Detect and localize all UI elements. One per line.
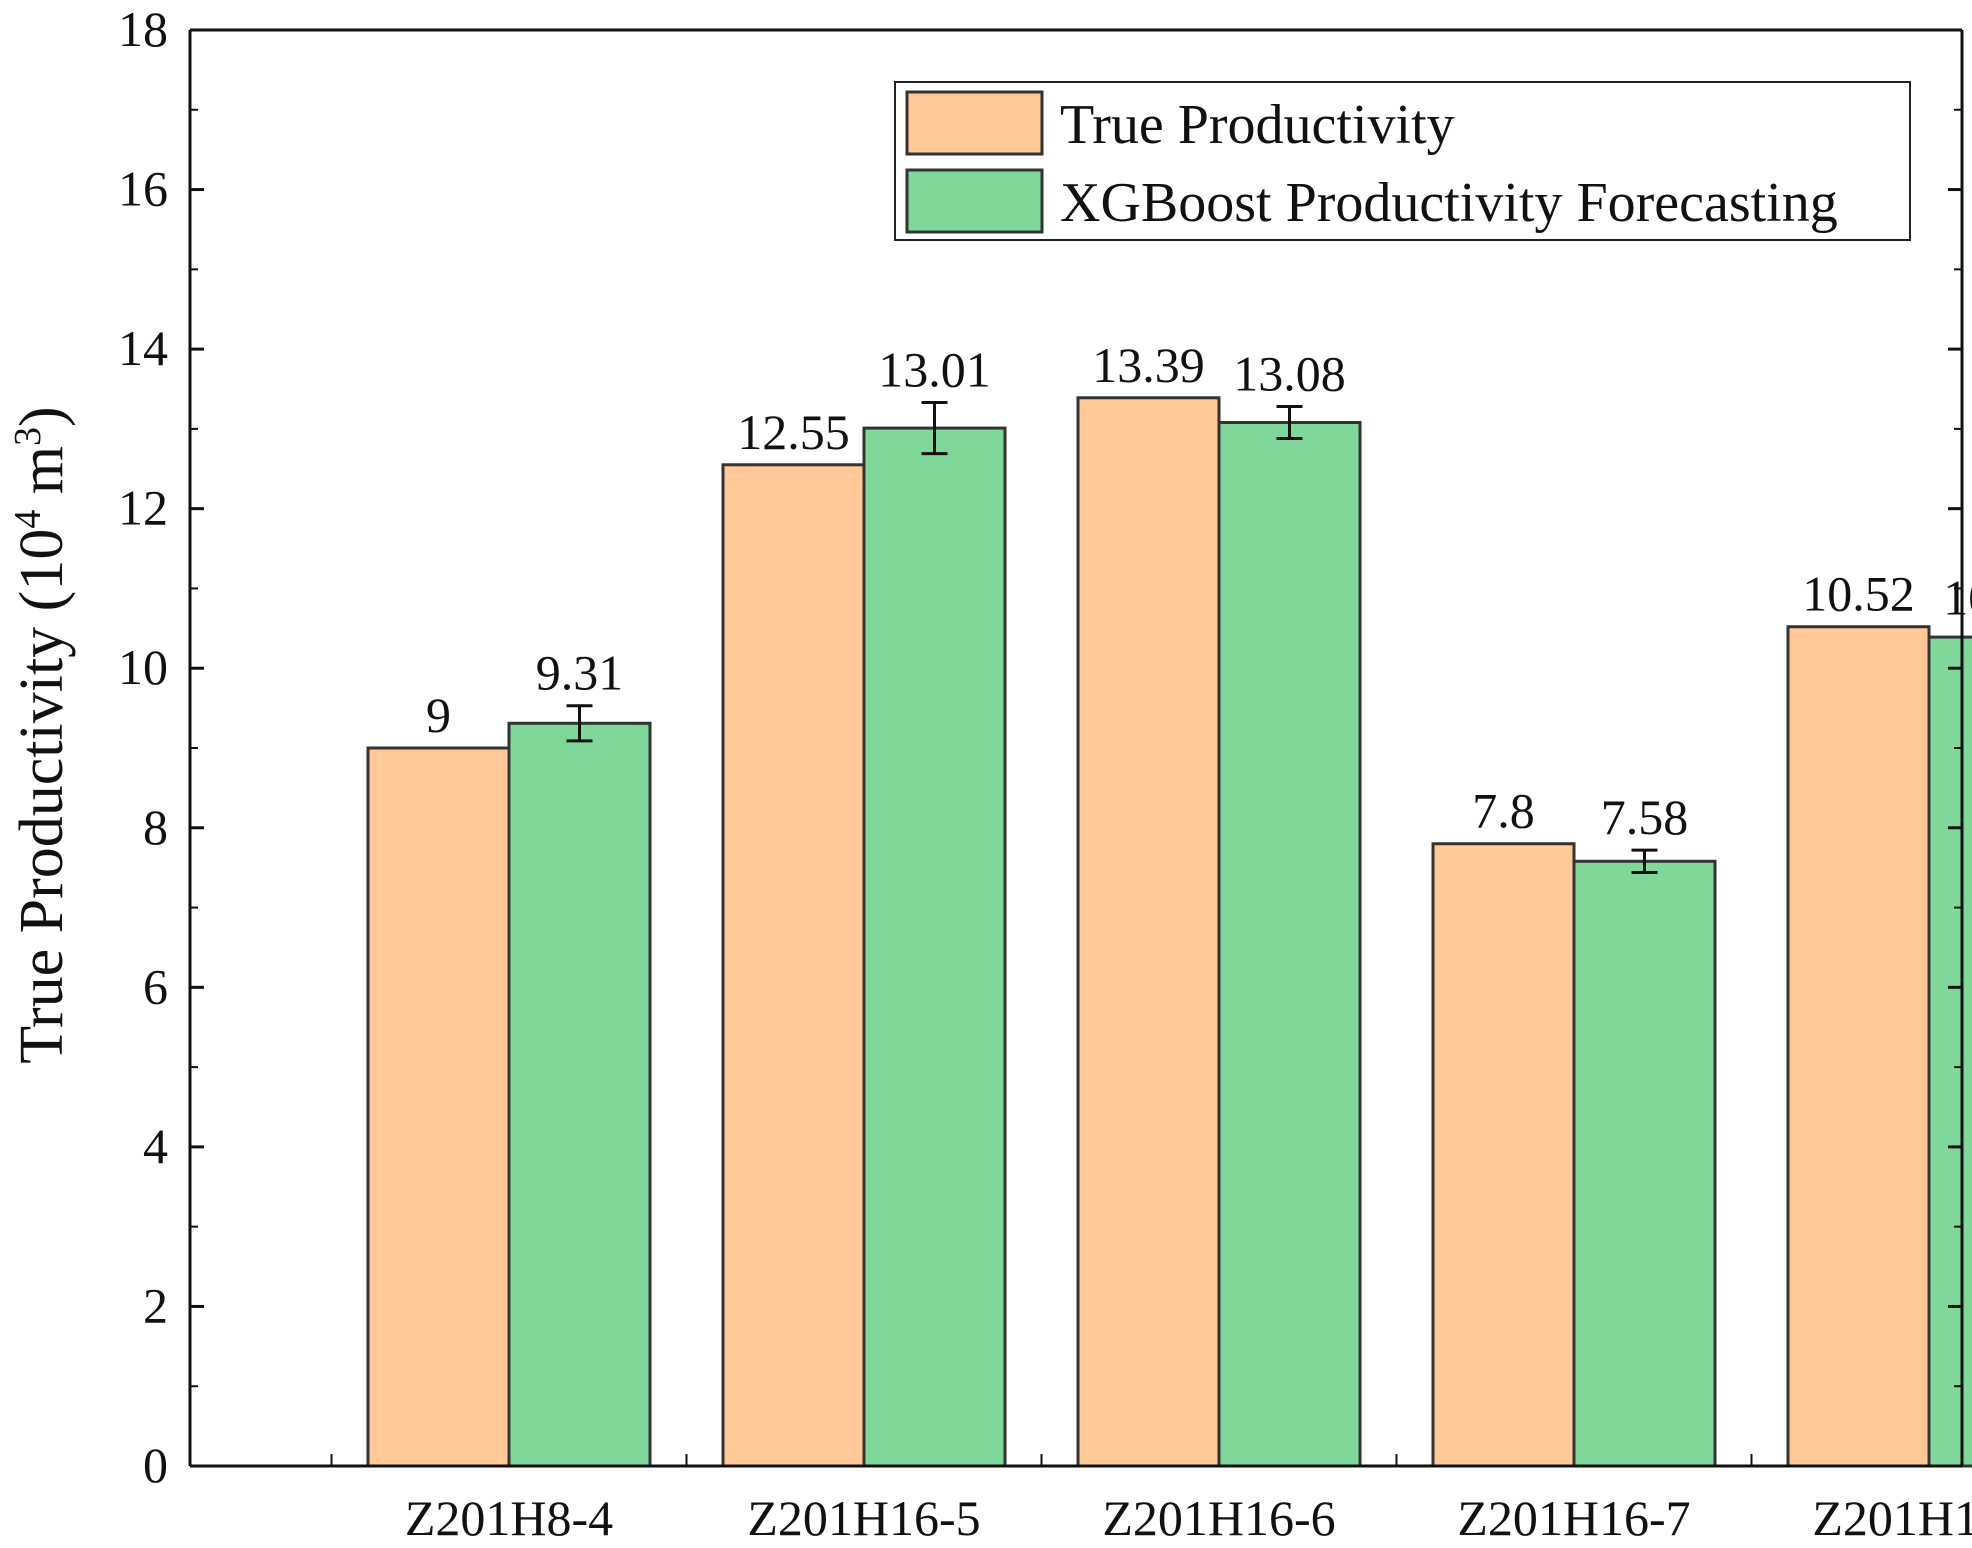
error-bars-layer bbox=[566, 401, 1658, 874]
axes-layer: Z201H8-4 Z201H16-5 Z201H16-6 Z201H16-7 Z201H… bbox=[118, 1, 1972, 1546]
data-label-true-Z201H16-6: 13.39 bbox=[1092, 337, 1205, 393]
bar-true-Z201H16-7 bbox=[1431, 842, 1576, 1468]
bar-xgboost-Z201H16-7 bbox=[1572, 859, 1717, 1468]
data-labels-layer: 9 9.31 12.55 13.01 13.39 13.08 7.8 7.58 10.52 10.… bbox=[426, 337, 1972, 845]
y-tick-label-6: 6 bbox=[143, 958, 168, 1014]
x-tick-label-Z201H16-5: Z201H16-5 bbox=[747, 1490, 980, 1546]
data-label-xgboost-Z201H16-5: 13.01 bbox=[878, 342, 991, 398]
legend-swatch-true-productivity bbox=[905, 90, 1044, 156]
data-label-true-Z201H8-4: 9 bbox=[426, 687, 451, 743]
bar-xgboost-Z201H16-5 bbox=[862, 426, 1007, 1468]
bar-true-Z201H16-6 bbox=[1076, 396, 1221, 1468]
data-label-xgboost-Z201H16-6: 13.08 bbox=[1233, 346, 1346, 402]
data-label-true-Z201H17-7: 10.52 bbox=[1802, 566, 1915, 622]
legend-swatch-xgboost-forecasting bbox=[905, 168, 1044, 234]
x-tick-label-Z201H17-7: Z201H17-7 bbox=[1812, 1490, 1972, 1546]
bars-layer bbox=[366, 396, 1972, 1468]
bar-xgboost-Z201H16-6 bbox=[1217, 421, 1362, 1468]
y-tick-label-12: 12 bbox=[118, 480, 168, 536]
legend-box bbox=[894, 81, 1911, 241]
data-label-xgboost-Z201H16-7: 7.58 bbox=[1601, 789, 1689, 845]
data-label-xgboost-Z201H17-7: 10.39 bbox=[1943, 570, 1972, 626]
bar-true-Z201H16-5 bbox=[721, 463, 866, 1468]
y-tick-label-14: 14 bbox=[118, 320, 168, 376]
bar-xgboost-Z201H17-7 bbox=[1927, 635, 1972, 1468]
y-tick-label-0: 0 bbox=[143, 1437, 168, 1493]
data-label-xgboost-Z201H8-4: 9.31 bbox=[536, 645, 624, 701]
bar-xgboost-Z201H8-4 bbox=[507, 721, 652, 1468]
data-label-true-Z201H16-5: 12.55 bbox=[737, 404, 850, 460]
legend-label-xgboost-forecasting: XGBoost Productivity Forecasting bbox=[1060, 172, 1838, 234]
x-tick-label-Z201H16-6: Z201H16-6 bbox=[1102, 1490, 1335, 1546]
data-label-true-Z201H16-7: 7.8 bbox=[1472, 783, 1535, 839]
y-tick-label-4: 4 bbox=[143, 1118, 168, 1174]
y-tick-label-8: 8 bbox=[143, 799, 168, 855]
y-tick-label-16: 16 bbox=[118, 161, 168, 217]
legend-label-true-productivity: True Productivity bbox=[1060, 94, 1455, 156]
y-tick-label-2: 2 bbox=[143, 1277, 168, 1333]
x-tick-label-Z201H8-4: Z201H8-4 bbox=[405, 1490, 613, 1546]
y-tick-label-18: 18 bbox=[118, 1, 168, 57]
y-tick-label-10: 10 bbox=[118, 639, 168, 695]
x-tick-label-Z201H16-7: Z201H16-7 bbox=[1457, 1490, 1690, 1546]
legend: True Productivity XGBoost Productivity F… bbox=[894, 81, 1911, 241]
bar-true-Z201H8-4 bbox=[366, 746, 511, 1468]
bar-true-Z201H17-7 bbox=[1786, 625, 1931, 1468]
y-axis-title: True Productivity (104 m3) bbox=[7, 406, 76, 1063]
